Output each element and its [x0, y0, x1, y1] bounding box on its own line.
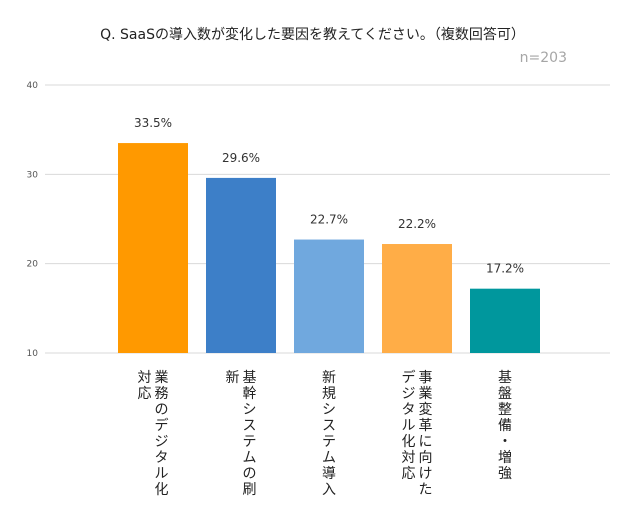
- value-label-4: 22.2%: [398, 217, 436, 231]
- value-label-3: 22.7%: [310, 213, 348, 227]
- category-label-4-line-1: 事業変革に向けた: [419, 370, 433, 498]
- category-label-5: 基盤整備・増強: [498, 369, 512, 482]
- y-tick-label-20: 20: [27, 260, 39, 270]
- category-label-1-line-1: 業務のデジタル化: [155, 370, 169, 498]
- category-label-3: 新規システム導入: [322, 370, 336, 498]
- category-label-2-line-2: 新: [226, 370, 240, 386]
- bar-5: [470, 288, 540, 353]
- value-label-2: 29.6%: [222, 151, 260, 165]
- chart-title: Q. SaaSの導入数が変化した要因を教えてください。（複数回答可）: [100, 27, 525, 43]
- category-label-1-line-2: 対応: [138, 370, 152, 402]
- value-label-5: 17.2%: [486, 262, 524, 276]
- y-tick-label-30: 30: [27, 170, 39, 180]
- category-label-4-line-2: デジタル化対応: [402, 369, 416, 482]
- bar-1: [118, 143, 188, 353]
- y-tick-label-10: 10: [27, 349, 39, 359]
- bar-2: [206, 177, 276, 353]
- sample-size-note: n=203: [519, 50, 567, 66]
- y-tick-label-40: 40: [27, 81, 39, 91]
- bar-4: [382, 244, 452, 353]
- category-label-2-line-1: 基幹システムの刷: [243, 369, 257, 498]
- value-label-1: 33.5%: [134, 116, 172, 130]
- bar-3: [294, 239, 364, 353]
